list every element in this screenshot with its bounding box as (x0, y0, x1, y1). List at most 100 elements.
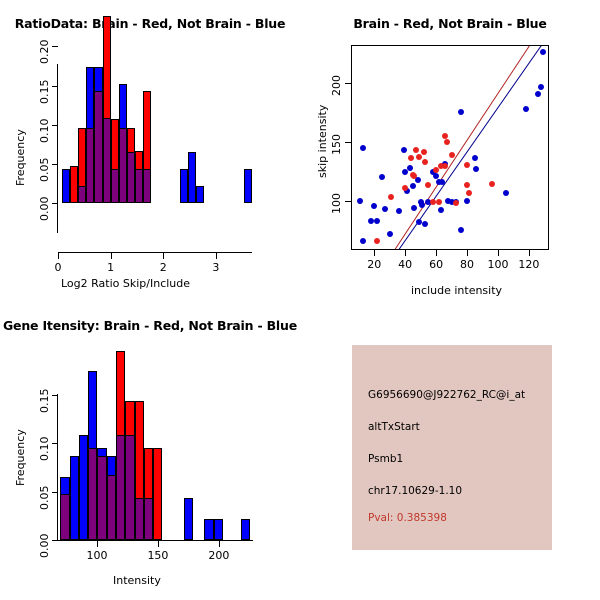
gene-histogram-x-tick (218, 541, 220, 547)
scatter-point-red (448, 151, 455, 158)
ratio-histogram-y-tick (52, 46, 58, 48)
scatter-title: Brain - Red, Not Brain - Blue (353, 16, 547, 31)
scatter-point-red (442, 163, 449, 170)
scatter-point-blue (395, 208, 402, 215)
ratio-histogram-bar-blue (195, 186, 204, 203)
ratio-histogram-y-tick-label: 0.05 (38, 157, 51, 182)
scatter-point-blue (457, 109, 464, 116)
scatter-point-red (402, 184, 409, 191)
info-pval: Pval: 0.385398 (368, 512, 447, 524)
scatter-x-tick (374, 250, 376, 256)
scatter-x-tick (436, 250, 438, 256)
ratio-histogram-y-tick (52, 85, 58, 87)
scatter-point-blue (416, 218, 423, 225)
scatter-point-blue (417, 198, 424, 205)
panel-gene-histogram: Gene Itensity: Brain - Red, Not Brain - … (0, 300, 300, 600)
scatter-point-red (464, 182, 471, 189)
info-locus: chr17.10629-1.10 (368, 485, 463, 497)
scatter-point-blue (422, 221, 429, 228)
gene-histogram-bar-blue (183, 497, 193, 540)
scatter-point-blue (368, 217, 375, 224)
gene-histogram-y-tick-label: 0.05 (38, 485, 51, 510)
scatter-y-tick-label: 200 (330, 74, 343, 96)
scatter-y-tick-label: 100 (330, 192, 343, 214)
gene-histogram-bar-blue (69, 455, 79, 540)
scatter-point-blue (371, 203, 378, 210)
gene-histogram-title: Gene Itensity: Brain - Red, Not Brain - … (3, 318, 297, 333)
ratio-histogram-x-tick (215, 253, 217, 259)
scatter-x-tick-label: 40 (398, 258, 413, 271)
scatter-point-blue (437, 206, 444, 213)
gene-histogram-y-tick (52, 443, 58, 445)
scatter-point-blue (448, 198, 455, 205)
gene-histogram-bar-overlap (60, 493, 70, 540)
ratio-histogram-y-tick-label: 0.20 (38, 39, 51, 65)
gene-histogram-bar-red (153, 447, 163, 540)
scatter-point-blue (539, 49, 546, 56)
gene-histogram-x-tick (97, 541, 98, 547)
scatter-plot-frame (351, 45, 549, 250)
gene-histogram-bar-blue (213, 518, 223, 540)
scatter-point-blue (374, 217, 381, 224)
ratio-histogram-y-tick (52, 124, 58, 126)
scatter-point-red (436, 198, 443, 205)
ratio-histogram-title: RatioData: Brain - Red, Not Brain - Blue (14, 16, 286, 31)
scatter-point-red (422, 158, 429, 165)
scatter-point-red (420, 149, 427, 156)
scatter-point-blue (457, 226, 464, 233)
scatter-point-blue (360, 144, 367, 151)
scatter-point-red (388, 193, 395, 200)
scatter-point-blue (403, 188, 410, 195)
panel-scatter: Brain - Red, Not Brain - Blue skip inten… (300, 0, 600, 300)
gene-histogram-x-tick (157, 541, 159, 547)
scatter-point-blue (471, 155, 478, 162)
scatter-x-tick-label: 100 (487, 258, 509, 271)
scatter-y-tick (345, 200, 351, 202)
scatter-x-axis-title: include intensity (411, 284, 503, 297)
ratio-histogram-bar-overlap (78, 186, 87, 203)
gene-histogram-bar-blue (240, 518, 251, 540)
scatter-y-tick (345, 82, 351, 84)
gene-histogram-bar-overlap (116, 434, 126, 540)
scatter-point-blue (382, 205, 389, 212)
gene-histogram-plot-area (0, 300, 300, 600)
scatter-point-red (429, 198, 436, 205)
ratio-histogram-bar-overlap (102, 117, 111, 203)
scatter-point-blue (414, 177, 421, 184)
ratio-histogram-x-tick-label: 2 (159, 261, 167, 274)
panel-ratio-histogram: RatioData: Brain - Red, Not Brain - Blue… (0, 0, 300, 300)
gene-histogram-x-axis-title: Intensity (113, 574, 161, 587)
ratio-histogram-bar-blue (187, 151, 196, 203)
ratio-histogram-plot-area (0, 0, 300, 300)
ratio-histogram-x-tick (110, 253, 112, 259)
ratio-histogram-y-tick (52, 163, 58, 165)
scatter-point-blue (429, 169, 436, 176)
ratio-histogram-y-tick-label: 0.00 (38, 196, 51, 222)
ratio-histogram-bar-overlap (135, 168, 144, 203)
scatter-x-tick-label: 20 (367, 258, 382, 271)
scatter-point-red (425, 182, 432, 189)
info-gene-symbol: Psmb1 (368, 453, 404, 465)
gene-histogram-bar-overlap (143, 497, 154, 540)
scatter-point-blue (538, 84, 545, 91)
panel-info: G6956690@J922762_RC@i_at altTxStart Psmb… (300, 300, 600, 600)
gene-histogram-y-tick (52, 540, 58, 541)
scatter-point-red (433, 166, 440, 173)
gene-histogram-y-tick (52, 394, 58, 396)
scatter-clip (352, 46, 548, 249)
scatter-point-blue (522, 105, 529, 112)
scatter-point-blue (402, 169, 409, 176)
scatter-point-blue (535, 91, 542, 98)
scatter-x-tick (497, 250, 499, 256)
ratio-histogram-bar-overlap (126, 151, 135, 203)
scatter-x-tick-label: 120 (518, 258, 540, 271)
scatter-point-red (453, 199, 460, 206)
gene-histogram-y-tick (52, 491, 58, 493)
ratio-histogram-x-axis-title: Log2 Ratio Skip/Include (61, 277, 191, 290)
gene-histogram-bar-blue (78, 434, 89, 540)
scatter-point-red (374, 237, 381, 244)
ratio-histogram-bar-overlap (118, 128, 127, 203)
ratio-histogram-bar-blue (179, 168, 188, 203)
scatter-x-tick-label: 80 (460, 258, 475, 271)
ratio-histogram-bar-blue (244, 168, 253, 203)
